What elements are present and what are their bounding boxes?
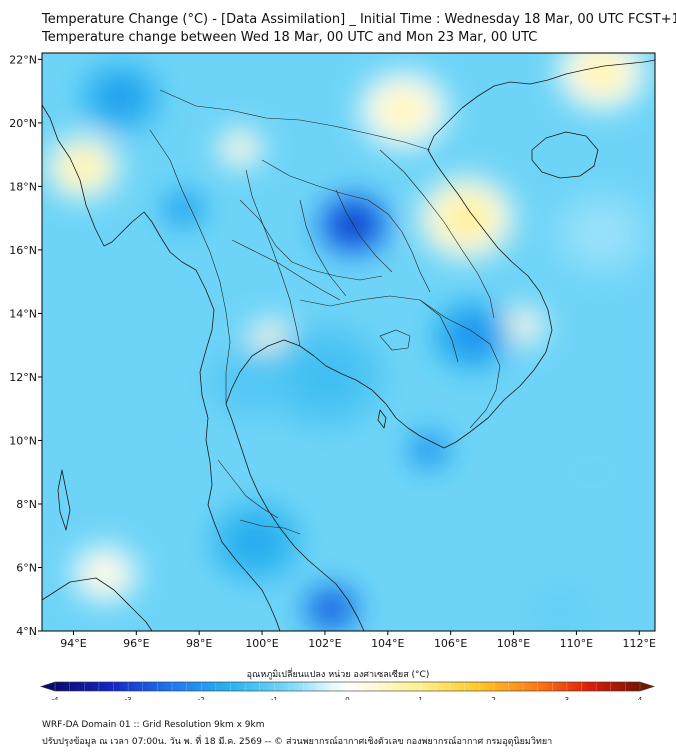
colorbar-label: อุณหภูมิเปลี่ยนแปลง หน่วย องศาเซลเซียส (… <box>246 670 430 680</box>
colorbar-tick-label: 0 <box>345 696 349 700</box>
map-frame <box>41 52 656 632</box>
lat-label: 10°N <box>9 434 37 447</box>
lat-label: 22°N <box>9 53 37 66</box>
temperature-anomaly <box>264 332 279 345</box>
temperature-anomaly <box>574 457 610 488</box>
temperature-change-map: 22°N 20°N 18°N 16°N 14°N 12°N 10°N 8°N 6°N 4°N 94°… <box>9 52 656 700</box>
lat-label: 8°N <box>16 498 37 511</box>
temperature-anomaly <box>546 599 575 625</box>
temperature-anomaly <box>232 371 261 396</box>
temperature-anomaly <box>587 59 616 85</box>
lon-label: 112°E <box>623 637 656 650</box>
border-malaysia-thailand <box>239 519 301 535</box>
colorbar-tick-label: -2 <box>198 696 205 700</box>
temperature-anomaly <box>451 205 482 232</box>
footer-update-info: ปรับปรุงข้อมูล ณ เวลา 07:00น. วัน พ. ที่… <box>42 737 553 747</box>
lon-label: 108°E <box>497 637 530 650</box>
cambodia-lake <box>379 329 411 351</box>
temperature-anomaly <box>94 564 116 583</box>
map-subtitle: Temperature change between Wed 18 Mar, 0… <box>42 30 538 45</box>
border-thailand-cambodia <box>299 295 459 363</box>
lat-label: 18°N <box>9 180 37 193</box>
lat-label: 14°N <box>9 307 37 320</box>
colorbar-tick-label: 2 <box>492 696 496 700</box>
lon-label: 104°E <box>371 637 404 650</box>
province-lines-6 <box>217 459 279 519</box>
province-borders <box>149 89 501 535</box>
lon-label: 98°E <box>186 637 212 650</box>
temperature-anomaly <box>421 443 436 457</box>
temperature-anomaly <box>107 86 134 109</box>
temperature-anomaly <box>233 142 247 155</box>
colorbar-min-extension <box>40 681 56 692</box>
border-myanmar-thailand <box>149 129 231 404</box>
colorbar-tick-label: 4 <box>638 696 643 700</box>
temperature-anomaly <box>459 324 486 347</box>
province-lines-3 <box>245 169 301 347</box>
axis-ticks: 22°N 20°N 18°N 16°N 14°N 12°N 10°N 8°N 6°N 4°N 94°… <box>9 53 656 650</box>
border-cambodia-vietnam <box>419 299 501 429</box>
province-lines-4 <box>299 199 347 297</box>
lon-label: 94°E <box>60 637 86 650</box>
lat-label: 20°N <box>9 117 37 130</box>
colorbar-tick-label: -3 <box>125 696 132 700</box>
temperature-anomaly <box>71 157 95 178</box>
border-laos-thailand <box>261 159 431 293</box>
temperature-anomaly <box>176 202 191 215</box>
temperature-anomaly <box>516 320 530 333</box>
coastline-vietnam <box>427 59 655 449</box>
lon-label: 102°E <box>308 637 341 650</box>
colorbar: -4 -3 -2 -1 0 1 2 3 4 <box>40 681 655 700</box>
lat-label: 4°N <box>16 625 37 638</box>
map-title: Temperature Change (°C) - [Data Assimila… <box>42 12 676 27</box>
coastline-and-borders <box>42 59 655 631</box>
temperature-anomaly <box>585 219 618 249</box>
sumatra-coast <box>42 577 153 631</box>
border-china-south <box>159 89 431 151</box>
plot-area <box>42 53 655 631</box>
colorbar-max-extension <box>639 681 655 692</box>
temperature-anomaly <box>305 359 345 395</box>
lat-label: 6°N <box>16 561 37 574</box>
coastline-west <box>42 104 281 631</box>
colorbar-tick-label: 3 <box>565 696 569 700</box>
lon-label: 106°E <box>434 637 467 650</box>
lon-label: 110°E <box>560 637 593 650</box>
colorbar-tick-label: -1 <box>271 696 278 700</box>
phu-quoc-island <box>377 409 387 429</box>
province-lines-5 <box>335 189 393 273</box>
colorbar-tick-label: 1 <box>418 696 422 700</box>
temperature-anomaly <box>240 528 271 556</box>
coastline-gulf <box>225 403 365 631</box>
footer-model-info: WRF-DA Domain 01 :: Grid Resolution 9km … <box>42 720 265 730</box>
temperature-anomaly <box>389 98 418 123</box>
province-lines-2 <box>231 239 341 301</box>
coastline-gulf-upper <box>225 339 445 449</box>
lon-label: 96°E <box>123 637 149 650</box>
lat-label: 12°N <box>9 371 37 384</box>
temperature-anomaly <box>321 600 341 617</box>
hainan-island <box>531 131 599 179</box>
andaman-islands <box>57 469 71 531</box>
border-laos-vietnam <box>379 149 495 319</box>
lat-label: 16°N <box>9 244 37 257</box>
colorbar-tick-label: -4 <box>52 696 60 700</box>
lon-label: 100°E <box>245 637 278 650</box>
